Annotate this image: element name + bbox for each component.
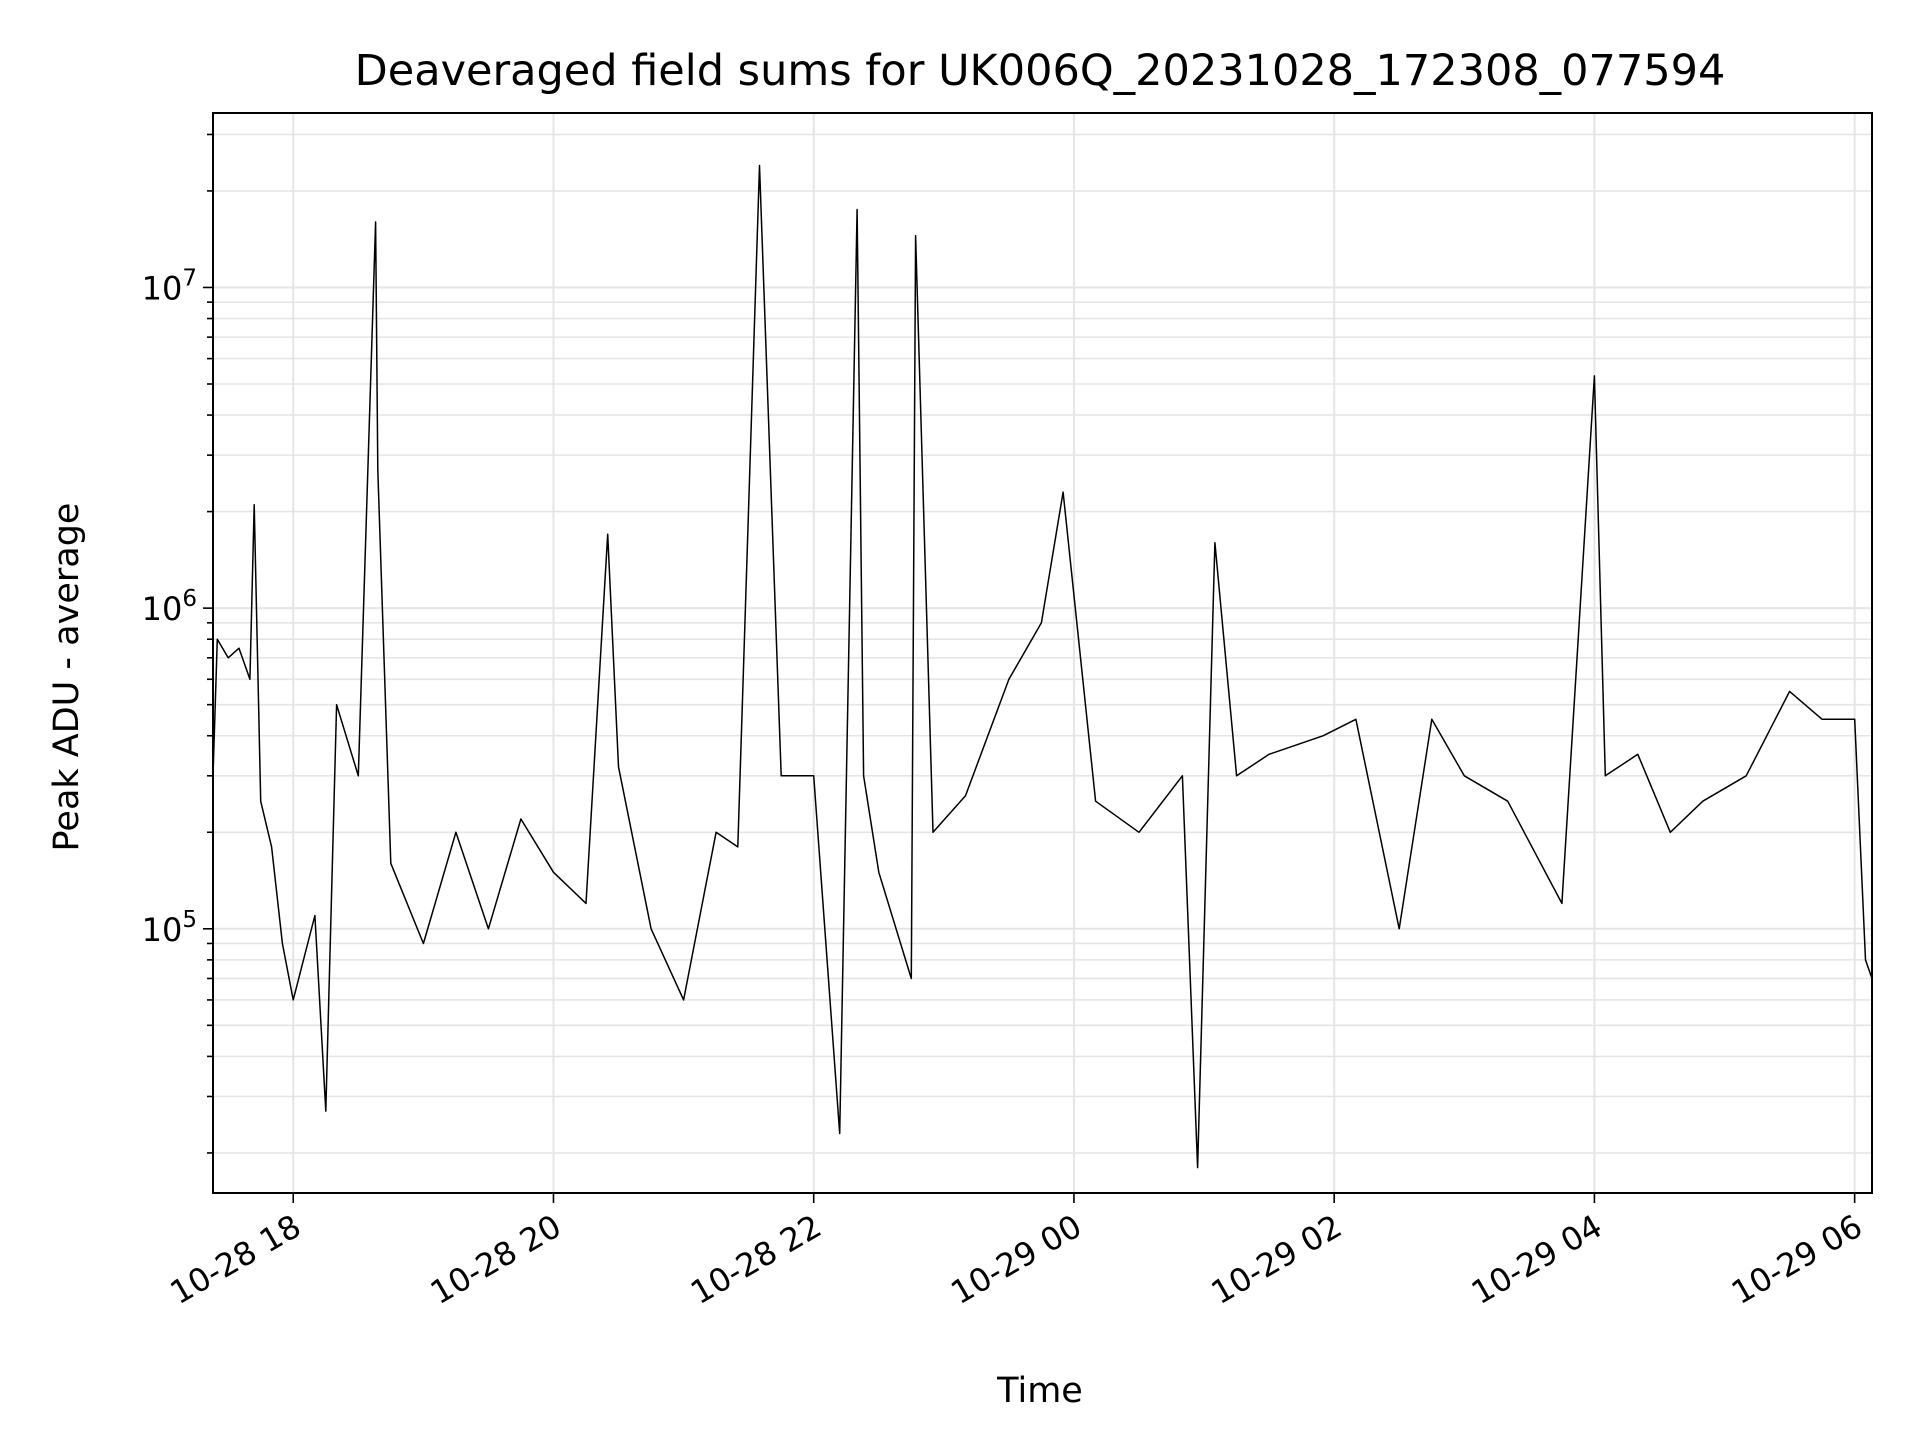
series-line: [212, 164, 1873, 1169]
y-tick-label: 105: [142, 907, 197, 949]
y-tick-label: 106: [142, 586, 197, 628]
series-layer: [212, 164, 1873, 1169]
y-axis-label: Peak ADU - average: [47, 503, 87, 852]
y-tick-label: 107: [142, 265, 197, 307]
plot-frame: [212, 112, 1873, 1194]
grid: [213, 113, 1872, 1193]
chart-title: Deaveraged field sums for UK006Q_2023102…: [355, 46, 1726, 96]
x-axis-label: Time: [996, 1371, 1083, 1411]
